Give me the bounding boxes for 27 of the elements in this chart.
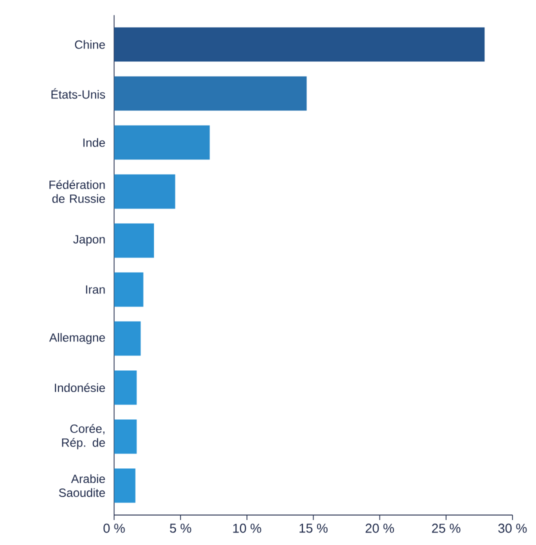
bar [114, 223, 154, 258]
bar [114, 76, 307, 111]
y-tick-label: Allemagne [49, 333, 105, 344]
y-tick-label: Iran [86, 285, 105, 294]
x-tick-label: 15 % [299, 524, 328, 533]
y-tick-label: États-Unis [51, 88, 105, 99]
bar [114, 468, 136, 503]
y-tick-label: Fédération de Russie [49, 180, 105, 203]
y-tick-label: Arabie Saoudite [58, 474, 105, 497]
y-tick-label: Indonésie [54, 383, 105, 392]
y-tick-label: Chine [74, 40, 105, 49]
y-tick-label: Inde [83, 138, 105, 147]
x-tick-label: 25 % [432, 524, 460, 533]
x-tick-label: 0 % [103, 524, 125, 533]
bar [114, 272, 144, 307]
bar [114, 125, 210, 160]
x-tick-label: 10 % [233, 524, 262, 533]
x-tick-label: 5 % [170, 524, 192, 533]
bar [114, 370, 137, 405]
bar [114, 174, 176, 209]
bar [114, 27, 485, 62]
x-tick-label: 20 % [366, 524, 394, 533]
bar [114, 419, 137, 454]
x-tick-label: 30 % [498, 524, 527, 533]
y-tick-label: Japon [73, 235, 105, 246]
bar [114, 321, 141, 356]
y-tick-label: Corée, Rép. de [62, 424, 105, 450]
